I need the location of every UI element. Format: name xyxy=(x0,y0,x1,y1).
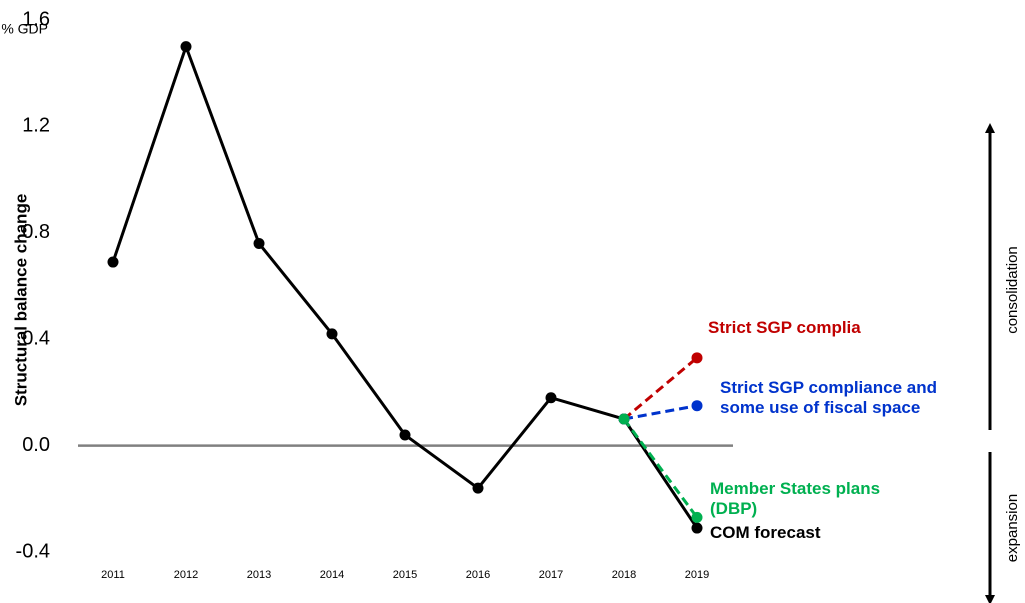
x-tick-label: 2011 xyxy=(101,569,125,581)
x-tick-label: 2019 xyxy=(685,569,709,581)
annotation: consolidation xyxy=(1004,246,1021,334)
legend-label: COM forecast xyxy=(710,523,821,542)
x-tick-label: 2012 xyxy=(174,569,198,581)
point xyxy=(545,392,557,404)
point xyxy=(253,237,265,249)
point xyxy=(180,41,192,53)
point xyxy=(691,511,703,523)
annotation: expansion xyxy=(1004,494,1021,562)
legend-label: Strict SGP complia xyxy=(708,318,861,337)
y-tick-label: 1.2 xyxy=(22,115,50,137)
y-axis-title: Structural balance change xyxy=(11,194,30,407)
x-tick-label: 2017 xyxy=(539,569,563,581)
x-tick-label: 2018 xyxy=(612,569,636,581)
point xyxy=(472,482,484,494)
point xyxy=(107,256,119,268)
series-line xyxy=(623,356,698,421)
point xyxy=(618,413,630,425)
legend-label: Strict SGP compliance and some use of fi… xyxy=(720,378,937,417)
point xyxy=(399,429,411,441)
series-line xyxy=(623,404,698,421)
point xyxy=(691,352,703,364)
x-tick-label: 2015 xyxy=(393,569,417,581)
x-tick-label: 2016 xyxy=(466,569,490,581)
unit-label: % GDP xyxy=(1,21,48,37)
y-tick-label: 1.6 xyxy=(22,8,50,30)
x-tick-label: 2014 xyxy=(320,569,344,581)
y-tick-label: 0.4 xyxy=(22,327,50,349)
point xyxy=(691,400,703,412)
legend-label: Member States plans (DBP) xyxy=(710,479,881,518)
point xyxy=(691,522,703,534)
y-tick-label: -0.4 xyxy=(16,540,50,562)
series-line xyxy=(622,418,699,519)
series-line xyxy=(111,42,699,529)
x-tick-label: 2013 xyxy=(247,569,271,581)
point xyxy=(326,328,338,340)
y-tick-label: 0.8 xyxy=(22,221,50,243)
y-tick-label: 0.0 xyxy=(22,434,50,456)
